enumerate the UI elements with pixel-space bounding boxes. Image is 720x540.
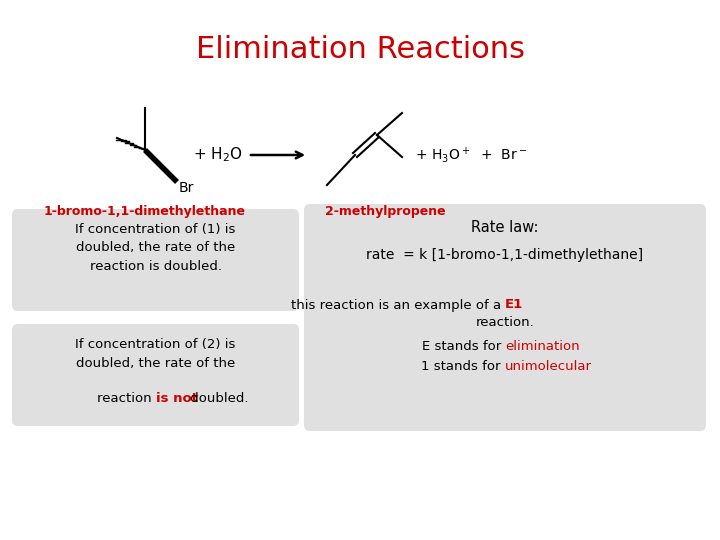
Text: unimolecular: unimolecular <box>505 361 592 374</box>
Text: 2-methylpropene: 2-methylpropene <box>325 205 445 218</box>
Text: 1-bromo-1,1-dimethylethane: 1-bromo-1,1-dimethylethane <box>44 205 246 218</box>
Text: 1 stands for: 1 stands for <box>421 361 505 374</box>
Text: doubled.: doubled. <box>186 392 248 404</box>
Text: E stands for: E stands for <box>421 341 505 354</box>
Text: this reaction is an example of a: this reaction is an example of a <box>291 299 505 312</box>
Text: is not: is not <box>156 392 197 404</box>
Text: reaction.: reaction. <box>476 316 534 329</box>
Text: + H$_2$O: + H$_2$O <box>193 146 243 164</box>
Text: rate  = k [1-bromo-1,1-dimethylethane]: rate = k [1-bromo-1,1-dimethylethane] <box>366 248 644 262</box>
Text: Elimination Reactions: Elimination Reactions <box>196 35 524 64</box>
Text: elimination: elimination <box>505 341 580 354</box>
Text: If concentration of (2) is
doubled, the rate of the: If concentration of (2) is doubled, the … <box>76 338 235 369</box>
Text: If concentration of (1) is
doubled, the rate of the
reaction is doubled.: If concentration of (1) is doubled, the … <box>76 223 235 273</box>
Text: reaction: reaction <box>96 392 156 404</box>
Text: Rate law:: Rate law: <box>472 220 539 235</box>
Text: E1: E1 <box>505 299 523 312</box>
Text: + H$_3$O$^+$  +  Br$^-$: + H$_3$O$^+$ + Br$^-$ <box>415 145 527 165</box>
Text: Br: Br <box>179 181 194 195</box>
FancyBboxPatch shape <box>12 324 299 426</box>
FancyBboxPatch shape <box>304 204 706 431</box>
FancyBboxPatch shape <box>12 209 299 311</box>
